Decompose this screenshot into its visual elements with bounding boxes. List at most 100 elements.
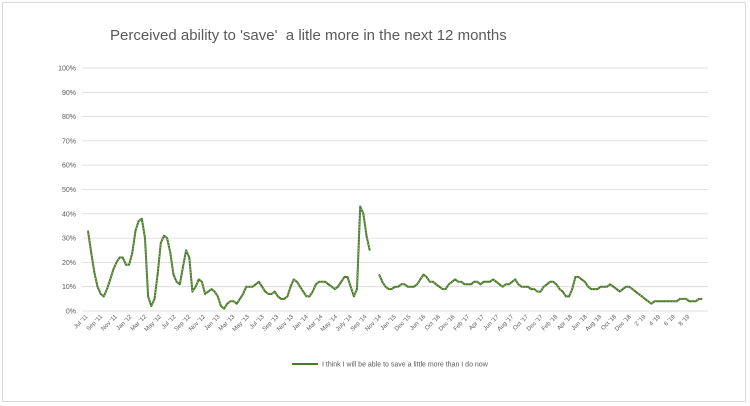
data-point	[283, 298, 285, 300]
data-point	[403, 283, 406, 285]
data-point	[394, 286, 396, 288]
data-point	[578, 276, 580, 278]
data-point	[182, 266, 184, 268]
y-tick-label: 70%	[62, 138, 76, 145]
data-point	[536, 291, 539, 293]
data-point	[552, 281, 554, 283]
data-point	[663, 300, 665, 302]
data-point	[441, 288, 444, 290]
data-point	[318, 281, 320, 283]
data-point	[321, 281, 323, 283]
data-point	[261, 286, 263, 288]
data-point	[666, 300, 668, 302]
data-point	[685, 298, 687, 300]
data-point	[185, 249, 187, 251]
data-point	[653, 300, 656, 302]
y-tick-label: 100%	[58, 66, 76, 73]
data-point	[530, 288, 532, 290]
data-point	[568, 295, 570, 297]
data-point	[479, 283, 482, 285]
gridlines	[82, 67, 708, 312]
data-point	[141, 218, 143, 220]
data-point	[103, 295, 105, 297]
data-point	[574, 276, 577, 278]
data-point	[356, 288, 358, 290]
data-point	[245, 286, 247, 288]
series-line-highlight	[87, 206, 371, 310]
data-point	[606, 286, 608, 288]
data-point	[305, 295, 307, 297]
data-point	[502, 286, 504, 288]
chart-frame	[2, 2, 746, 402]
data-point	[172, 274, 175, 276]
data-point	[334, 288, 336, 290]
data-point	[236, 303, 238, 305]
y-tick-label: 30%	[62, 236, 76, 243]
data-point	[451, 281, 453, 283]
data-point	[204, 293, 206, 295]
series-line-segment	[378, 273, 702, 305]
data-point	[467, 283, 469, 285]
data-point	[280, 298, 282, 300]
data-point	[255, 283, 257, 285]
data-point	[584, 281, 586, 283]
data-point	[489, 281, 491, 283]
data-point	[131, 252, 133, 254]
data-point	[590, 288, 592, 290]
data-point	[698, 298, 700, 300]
data-point	[337, 286, 339, 288]
data-point	[426, 276, 428, 278]
data-point	[679, 298, 681, 300]
data-point	[429, 281, 431, 283]
data-point	[559, 288, 561, 290]
data-point	[87, 230, 89, 232]
data-point	[340, 281, 342, 283]
data-point	[571, 288, 573, 290]
data-point	[163, 235, 165, 237]
data-point	[191, 291, 193, 293]
data-point	[106, 288, 108, 290]
data-point	[612, 286, 615, 288]
data-point	[619, 291, 621, 293]
data-point	[160, 242, 162, 244]
data-point	[220, 305, 222, 307]
data-point	[350, 286, 352, 288]
data-point	[115, 261, 118, 263]
data-point	[400, 283, 402, 285]
data-point	[622, 288, 624, 290]
x-tick-label: 8 '19	[678, 314, 692, 328]
data-point	[327, 283, 330, 285]
data-point	[324, 281, 326, 283]
data-point	[198, 278, 200, 280]
data-point	[125, 264, 127, 266]
data-point	[597, 288, 599, 290]
chart-title: Perceived ability to 'save' a litle more…	[110, 27, 507, 44]
data-point	[346, 276, 349, 278]
data-point	[308, 295, 311, 297]
data-point	[96, 286, 99, 288]
data-point	[521, 286, 523, 288]
data-point	[252, 286, 254, 288]
data-point	[384, 286, 387, 288]
data-point	[454, 278, 456, 280]
data-point	[676, 300, 678, 302]
data-point	[365, 235, 368, 237]
data-point	[438, 286, 440, 288]
data-point	[473, 281, 475, 283]
y-tick-label: 50%	[62, 187, 76, 194]
data-point	[634, 291, 637, 293]
data-point	[435, 283, 437, 285]
data-point	[416, 283, 418, 285]
x-tick-label: Aug '18	[585, 314, 604, 333]
x-tick-label: May '12	[144, 314, 163, 333]
x-tick-label: 2 '19	[634, 314, 648, 328]
data-point	[593, 288, 596, 290]
data-point	[407, 286, 409, 288]
x-tick-label: Dec '18	[614, 314, 633, 333]
data-point	[299, 286, 301, 288]
y-tick-label: 40%	[62, 211, 76, 218]
data-point	[169, 252, 171, 254]
data-point	[615, 288, 618, 290]
data-point	[543, 286, 545, 288]
